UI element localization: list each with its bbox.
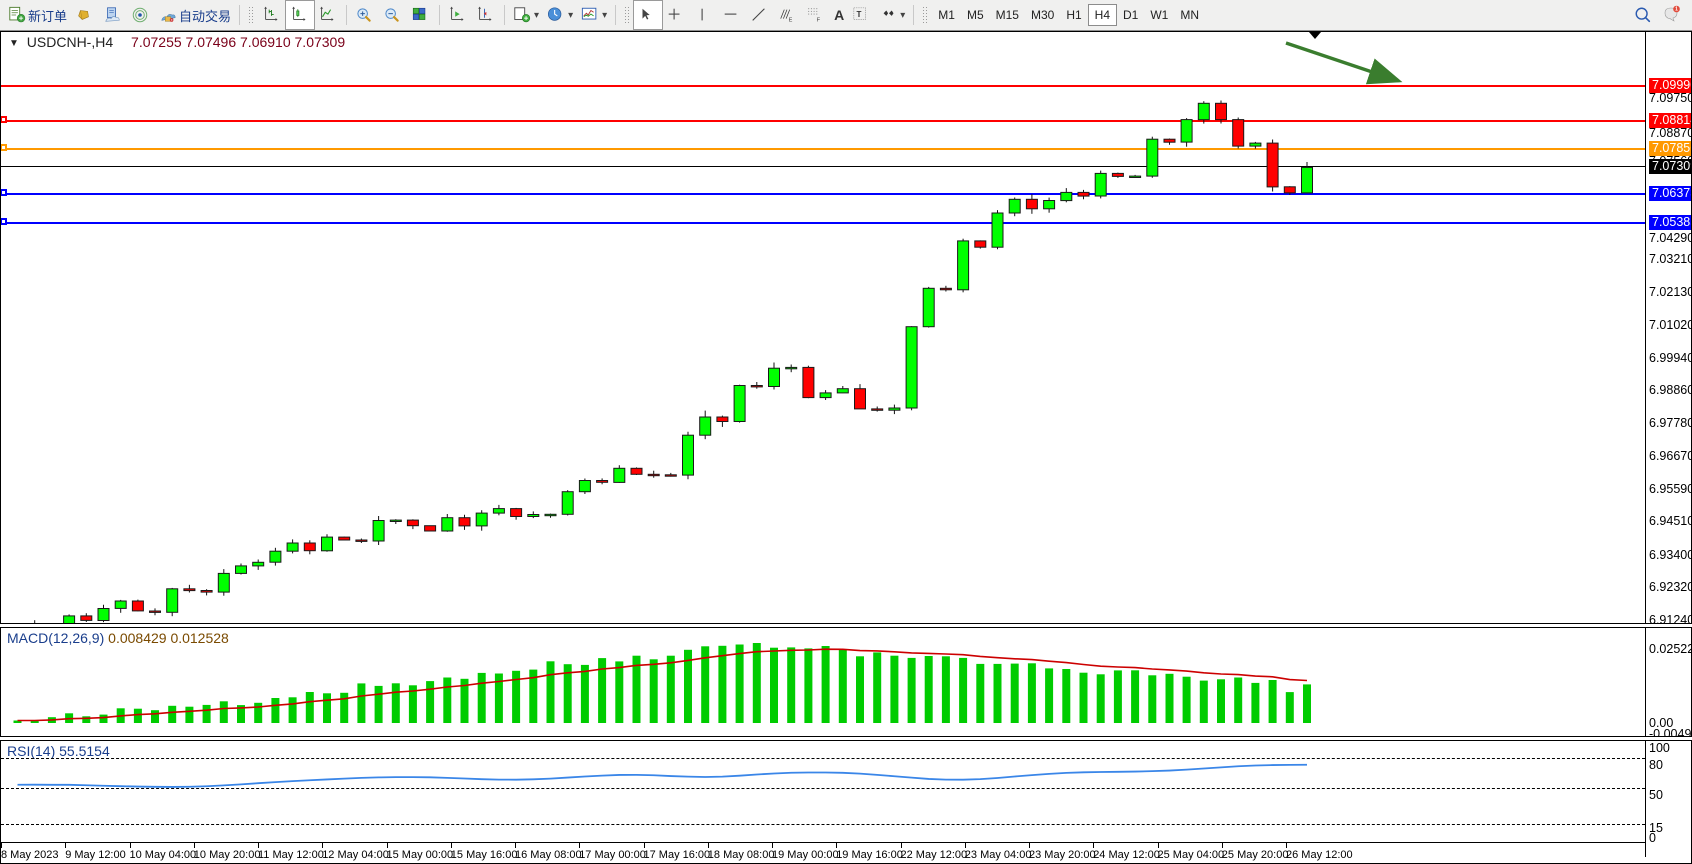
svg-text:E: E [789, 17, 793, 23]
svg-text:T: T [857, 10, 862, 19]
svg-text:F: F [817, 17, 821, 23]
svg-text:1: 1 [1675, 6, 1678, 12]
